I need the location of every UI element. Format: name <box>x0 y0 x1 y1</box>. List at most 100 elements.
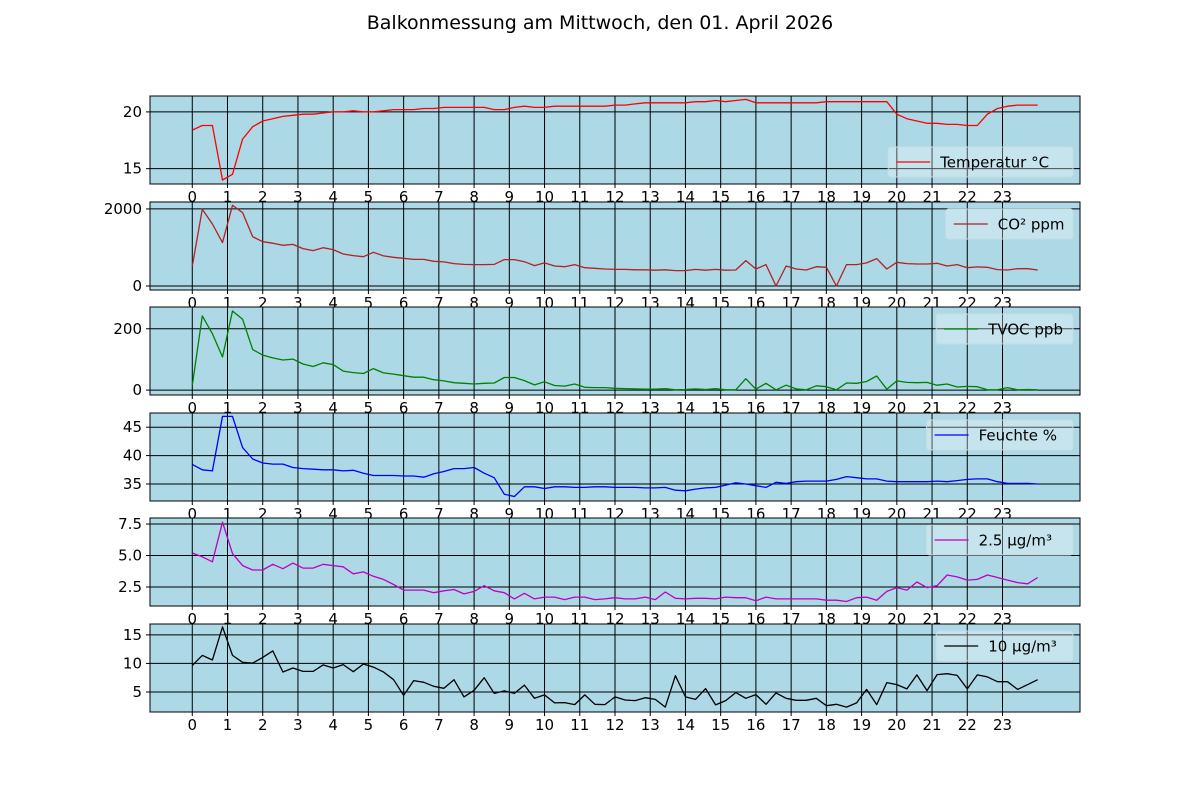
plot-frame <box>149 95 1081 185</box>
subplot-2: 0 1 2 3 4 5 6 7 8 9 10 11 12 13 14 15 16 17 18 19 20 21 22 2302… <box>113 306 1081 417</box>
x-tick-label: 2 <box>258 610 268 628</box>
x-tick-label: 6 <box>399 399 409 417</box>
x-tick-label: 9 <box>505 505 515 523</box>
x-tick-label: 21 <box>922 716 941 734</box>
x-tick-label: 0 <box>187 716 197 734</box>
x-tick-label: 9 <box>505 399 515 417</box>
legend-box <box>935 313 1074 345</box>
x-tick-label: 7 <box>434 610 444 628</box>
subplot-5: 0 1 2 3 4 5 6 7 8 9 10 11 12 13 14 15 16 17 18 19 20 21 22 2351… <box>123 623 1081 734</box>
x-tick-label: 10 <box>535 716 554 734</box>
plot-frame <box>149 201 1081 291</box>
subplot-3: 0 1 2 3 4 5 6 7 8 9 10 11 12 13 14 15 16 17 18 19 20 21 22 2335… <box>123 412 1081 523</box>
x-tick-label: 6 <box>399 716 409 734</box>
x-tick-label: 23 <box>993 716 1012 734</box>
x-tick-label: 12 <box>605 716 624 734</box>
legend-label: CO² ppm <box>998 216 1065 234</box>
x-tick-label: 5 <box>364 294 374 312</box>
legend: 10 µg/m³ <box>935 630 1074 662</box>
legend: TVOC ppb <box>935 313 1074 345</box>
x-tick-label: 3 <box>293 505 303 523</box>
x-tick-label: 3 <box>293 610 303 628</box>
y-tick-label: 10 <box>123 654 142 672</box>
x-tick-label: 3 <box>293 716 303 734</box>
y-tick-label: 0 <box>132 277 142 295</box>
subplot-4: 0 1 2 3 4 5 6 7 8 9 10 11 12 13 14 15 16 17 18 19 20 21 22 232.… <box>118 515 1081 628</box>
x-tick-label: 4 <box>328 610 338 628</box>
x-tick-label: 1 <box>223 716 233 734</box>
x-tick-label: 7 <box>434 399 444 417</box>
x-tick-label: 20 <box>887 716 906 734</box>
chart-title: Balkonmessung am Mittwoch, den 01. April… <box>366 12 834 34</box>
x-tick-label: 0 <box>187 294 197 312</box>
x-tick-label: 0 <box>187 399 197 417</box>
y-tick-label: 20 <box>123 103 142 121</box>
legend-label: Feuchte % <box>979 427 1057 445</box>
x-tick-label: 7 <box>434 294 444 312</box>
legend-label: 10 µg/m³ <box>988 638 1057 656</box>
x-tick-label: 4 <box>328 294 338 312</box>
x-tick-label: 1 <box>223 399 233 417</box>
legend-box <box>935 630 1074 662</box>
legend: 2.5 µg/m³ <box>926 524 1074 556</box>
legend-label: Temperatur °C <box>939 154 1049 172</box>
y-tick-label: 2000 <box>104 200 142 218</box>
plot-frame <box>149 623 1081 713</box>
series-line <box>191 310 1038 391</box>
plot-frame <box>149 412 1081 502</box>
y-tick-label: 7.5 <box>118 515 142 533</box>
x-tick-label: 9 <box>505 716 515 734</box>
x-tick-label: 2 <box>258 399 268 417</box>
x-tick-label: 8 <box>469 610 479 628</box>
x-tick-label: 8 <box>469 505 479 523</box>
y-tick-label: 40 <box>123 447 142 465</box>
y-tick-label: 15 <box>123 160 142 178</box>
x-tick-label: 3 <box>293 399 303 417</box>
x-tick-label: 0 <box>187 188 197 206</box>
x-tick-label: 2 <box>258 716 268 734</box>
y-tick-label: 0 <box>132 381 142 399</box>
series-line <box>191 415 1038 498</box>
x-tick-label: 6 <box>399 294 409 312</box>
x-tick-label: 8 <box>469 399 479 417</box>
x-tick-label: 13 <box>641 716 660 734</box>
series-line <box>192 521 1039 603</box>
x-tick-label: 9 <box>505 188 515 206</box>
x-tick-label: 18 <box>817 716 836 734</box>
y-tick-label: 15 <box>123 626 142 644</box>
x-tick-label: 1 <box>223 294 233 312</box>
y-tick-label: 5 <box>132 683 142 701</box>
x-tick-label: 6 <box>399 188 409 206</box>
x-tick-label: 2 <box>258 294 268 312</box>
x-tick-label: 1 <box>223 188 233 206</box>
series-line <box>191 204 1038 287</box>
x-tick-label: 6 <box>399 610 409 628</box>
legend-box <box>887 146 1074 178</box>
y-tick-label: 35 <box>123 475 142 493</box>
legend-label: TVOC ppb <box>987 321 1063 339</box>
x-tick-label: 5 <box>364 505 374 523</box>
x-tick-label: 8 <box>469 294 479 312</box>
x-tick-label: 5 <box>364 610 374 628</box>
plot-frame <box>149 517 1081 607</box>
x-tick-label: 9 <box>505 294 515 312</box>
x-tick-label: 5 <box>364 399 374 417</box>
legend-box <box>945 208 1074 240</box>
y-tick-label: 45 <box>123 418 142 436</box>
legend-box <box>926 524 1074 556</box>
x-tick-label: 19 <box>852 716 871 734</box>
x-tick-label: 0 <box>187 505 197 523</box>
x-tick-label: 3 <box>293 188 303 206</box>
x-tick-label: 11 <box>570 716 589 734</box>
series-line <box>191 626 1038 708</box>
x-tick-label: 4 <box>328 716 338 734</box>
x-tick-label: 7 <box>434 716 444 734</box>
x-tick-label: 16 <box>746 716 765 734</box>
x-tick-label: 4 <box>328 188 338 206</box>
plot-frame <box>149 306 1081 396</box>
y-tick-label: 5.0 <box>118 547 142 565</box>
x-tick-label: 4 <box>328 399 338 417</box>
legend-box <box>926 419 1074 451</box>
legend: Temperatur °C <box>887 146 1074 178</box>
